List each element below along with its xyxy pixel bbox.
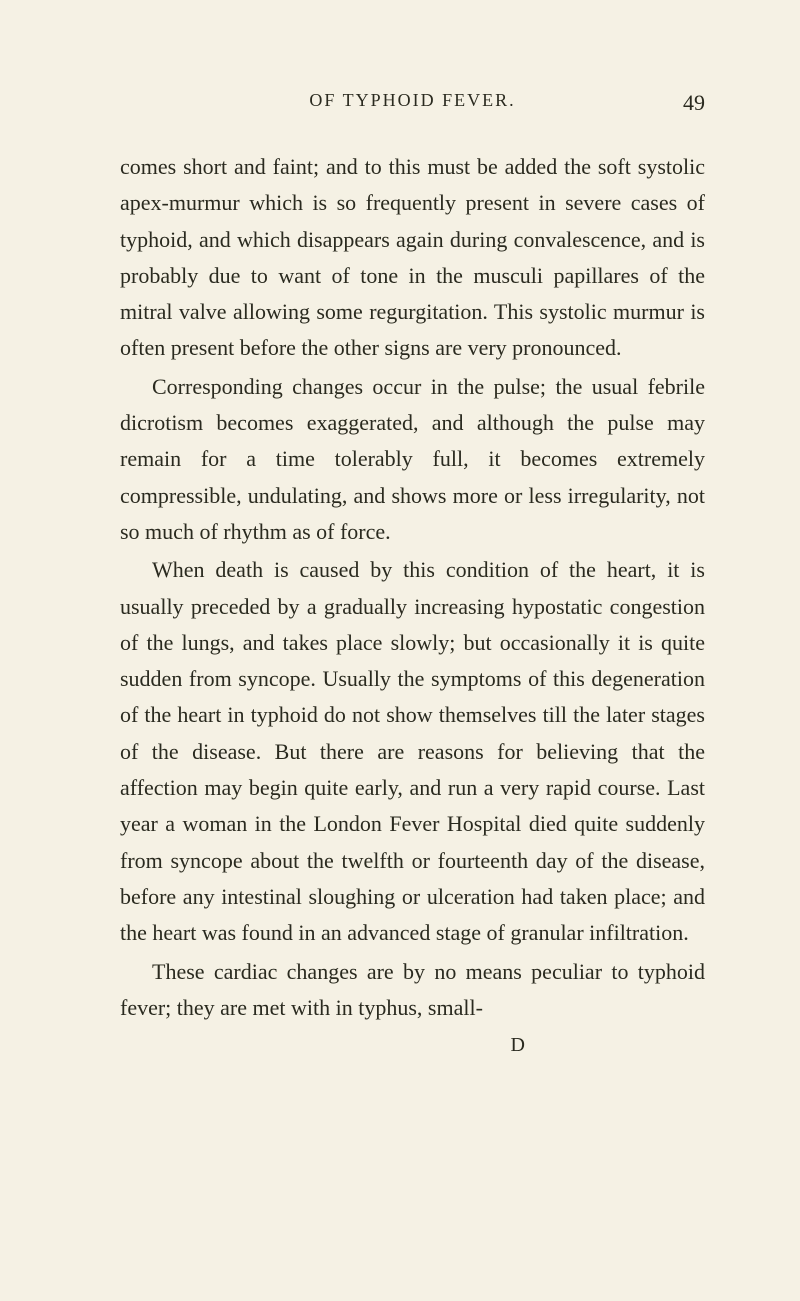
paragraph-3: When death is caused by this condition o… <box>120 552 705 951</box>
paragraph-1: comes short and faint; and to this must … <box>120 149 705 367</box>
page-number: 49 <box>683 90 705 116</box>
running-title: OF TYPHOID FEVER. <box>130 90 695 111</box>
signature-mark: D <box>120 1034 705 1057</box>
paragraph-4: These cardiac changes are by no means pe… <box>120 954 705 1027</box>
page-header: OF TYPHOID FEVER. 49 <box>120 90 705 111</box>
body-text: comes short and faint; and to this must … <box>120 149 705 1026</box>
paragraph-2: Corresponding changes occur in the pulse… <box>120 369 705 550</box>
